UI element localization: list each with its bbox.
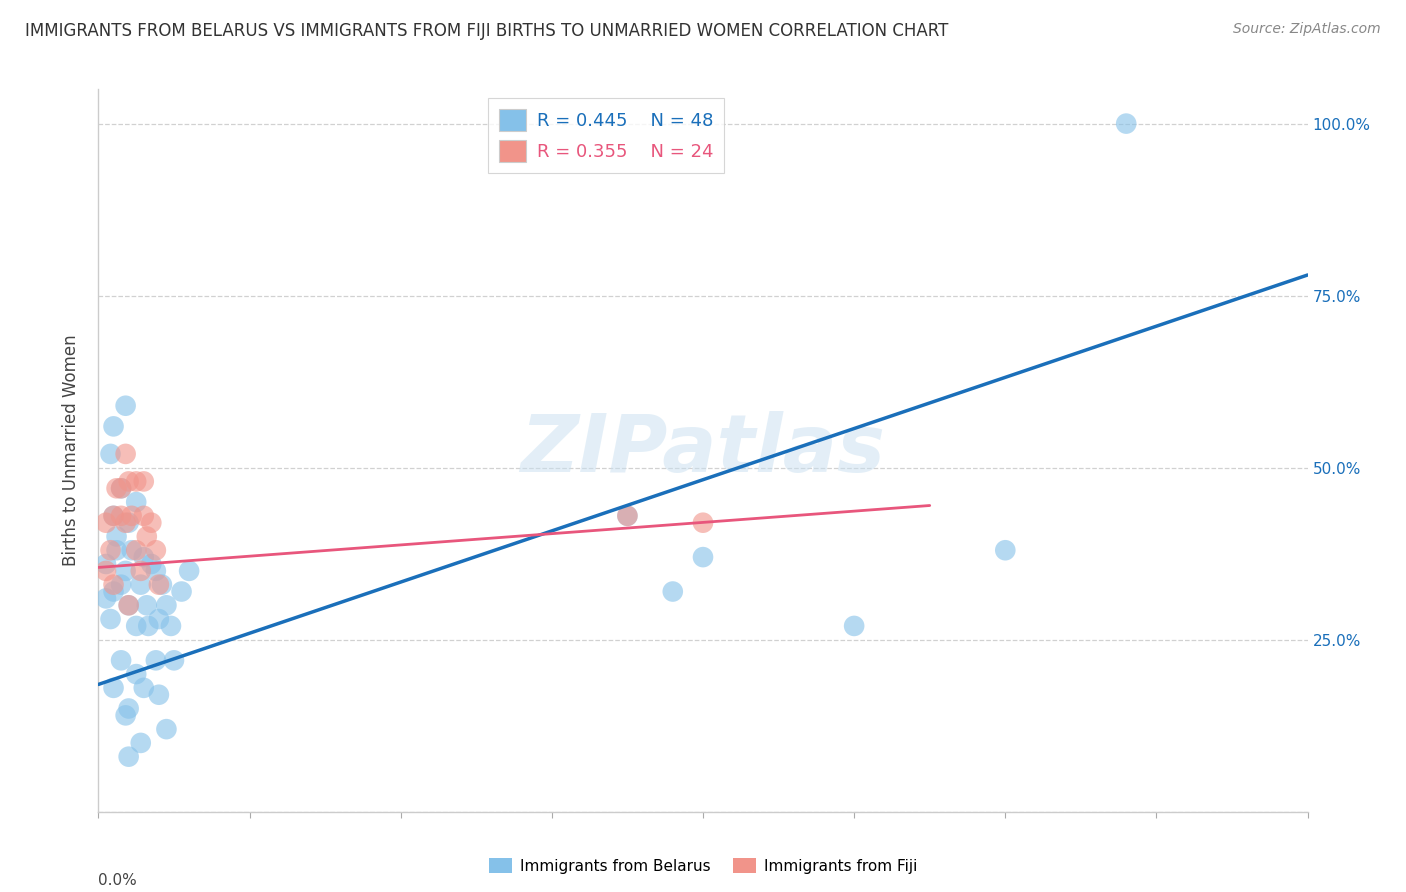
Point [170, 584, 193, 599]
Point [114, 516, 136, 530]
Point [125, 619, 148, 633]
Point [135, 529, 157, 543]
Point [118, 599, 141, 613]
Point [160, 619, 183, 633]
Point [100, 447, 122, 461]
Point [132, 681, 155, 695]
Point [179, 564, 201, 578]
Point [129, 577, 152, 591]
Point [103, 508, 125, 523]
Point [141, 557, 163, 571]
Point [132, 508, 155, 523]
Point [125, 543, 148, 558]
Point [121, 543, 143, 558]
Point [100, 543, 122, 558]
Text: ZIPatlas: ZIPatlas [520, 411, 886, 490]
Y-axis label: Births to Unmarried Women: Births to Unmarried Women [62, 334, 80, 566]
Point [110, 481, 132, 495]
Legend: Immigrants from Belarus, Immigrants from Fiji: Immigrants from Belarus, Immigrants from… [482, 852, 924, 880]
Point [118, 516, 141, 530]
Point [114, 708, 136, 723]
Point [110, 577, 132, 591]
Point [616, 508, 638, 523]
Legend: R = 0.445    N = 48, R = 0.355    N = 24: R = 0.445 N = 48, R = 0.355 N = 24 [488, 98, 724, 173]
Point [145, 543, 167, 558]
Point [132, 475, 155, 489]
Point [616, 508, 638, 523]
Point [692, 516, 714, 530]
Point [129, 736, 152, 750]
Point [150, 577, 173, 591]
Point [141, 516, 163, 530]
Point [155, 722, 177, 736]
Point [100, 612, 122, 626]
Point [692, 550, 714, 565]
Point [103, 577, 125, 591]
Point [103, 584, 125, 599]
Point [110, 653, 132, 667]
Point [125, 495, 148, 509]
Point [114, 564, 136, 578]
Point [118, 475, 141, 489]
Point [110, 508, 132, 523]
Point [110, 481, 132, 495]
Point [118, 749, 141, 764]
Point [148, 688, 170, 702]
Point [105, 481, 128, 495]
Point [103, 419, 125, 434]
Point [121, 508, 143, 523]
Point [118, 701, 141, 715]
Point [114, 399, 136, 413]
Point [105, 529, 128, 543]
Point [163, 653, 186, 667]
Point [136, 619, 159, 633]
Point [103, 508, 125, 523]
Point [94, 564, 117, 578]
Point [103, 681, 125, 695]
Point [155, 599, 177, 613]
Point [1115, 117, 1137, 131]
Point [129, 564, 152, 578]
Point [148, 577, 170, 591]
Point [94, 591, 117, 606]
Point [118, 599, 141, 613]
Point [114, 447, 136, 461]
Point [145, 564, 167, 578]
Point [148, 612, 170, 626]
Point [994, 543, 1017, 558]
Point [145, 653, 167, 667]
Point [94, 516, 117, 530]
Point [105, 543, 128, 558]
Point [125, 475, 148, 489]
Point [135, 599, 157, 613]
Point [661, 584, 683, 599]
Text: Source: ZipAtlas.com: Source: ZipAtlas.com [1233, 22, 1381, 37]
Point [125, 667, 148, 681]
Point [844, 619, 866, 633]
Text: IMMIGRANTS FROM BELARUS VS IMMIGRANTS FROM FIJI BIRTHS TO UNMARRIED WOMEN CORREL: IMMIGRANTS FROM BELARUS VS IMMIGRANTS FR… [25, 22, 949, 40]
Point [94, 557, 117, 571]
Point [132, 550, 155, 565]
Text: 0.0%: 0.0% [98, 873, 138, 888]
